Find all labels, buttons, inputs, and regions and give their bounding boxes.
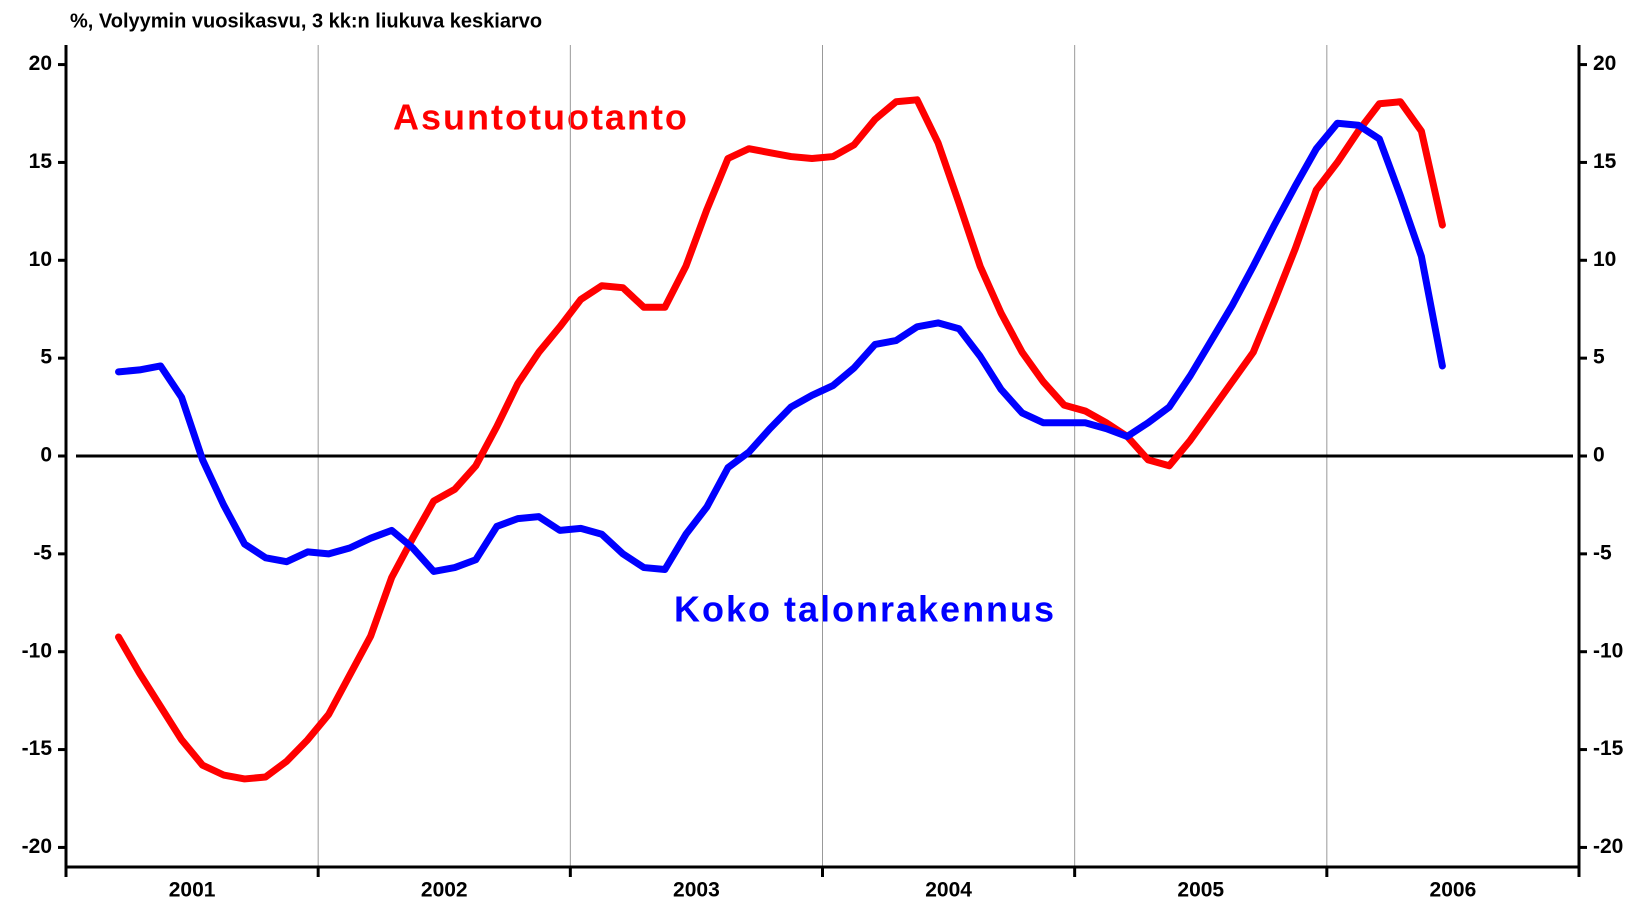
line-series bbox=[115, 96, 1446, 783]
y-tick-label: -5 bbox=[33, 541, 52, 564]
series-annotation: Koko talonrakennus bbox=[674, 589, 1056, 630]
y2-tick-label: -15 bbox=[1593, 737, 1624, 760]
y-tick-label: -15 bbox=[22, 737, 53, 760]
y-tick-label: 10 bbox=[29, 248, 52, 271]
y2-tick-label: 0 bbox=[1593, 444, 1605, 467]
y-tick-label: 0 bbox=[40, 444, 52, 467]
y-tick-label: -10 bbox=[22, 639, 52, 662]
y2-tick-label: 10 bbox=[1593, 248, 1616, 271]
x-tick-label: 2004 bbox=[925, 879, 972, 902]
x-tick-label: 2006 bbox=[1430, 879, 1477, 902]
y2-tick-label: 5 bbox=[1593, 346, 1605, 369]
line-series bbox=[115, 119, 1446, 575]
y2-tick-label: -20 bbox=[1593, 835, 1623, 858]
y2-tick-label: 20 bbox=[1593, 52, 1616, 75]
x-tick-label: 2003 bbox=[673, 879, 720, 902]
x-tick-label: 2001 bbox=[169, 879, 216, 902]
y2-tick-label: -10 bbox=[1593, 639, 1623, 662]
series-annotation: Asuntotuotanto bbox=[393, 97, 689, 138]
chart-title: %, Volyymin vuosikasvu, 3 kk:n liukuva k… bbox=[70, 10, 542, 32]
y-tick-label: 5 bbox=[40, 346, 52, 369]
x-tick-label: 2002 bbox=[421, 879, 468, 902]
y-tick-label: -20 bbox=[22, 835, 52, 858]
y2-tick-label: 15 bbox=[1593, 150, 1617, 173]
y2-tick-label: -5 bbox=[1593, 541, 1612, 564]
x-tick-label: 2005 bbox=[1177, 879, 1224, 902]
y-tick-label: 15 bbox=[29, 150, 53, 173]
y-tick-label: 20 bbox=[29, 52, 52, 75]
